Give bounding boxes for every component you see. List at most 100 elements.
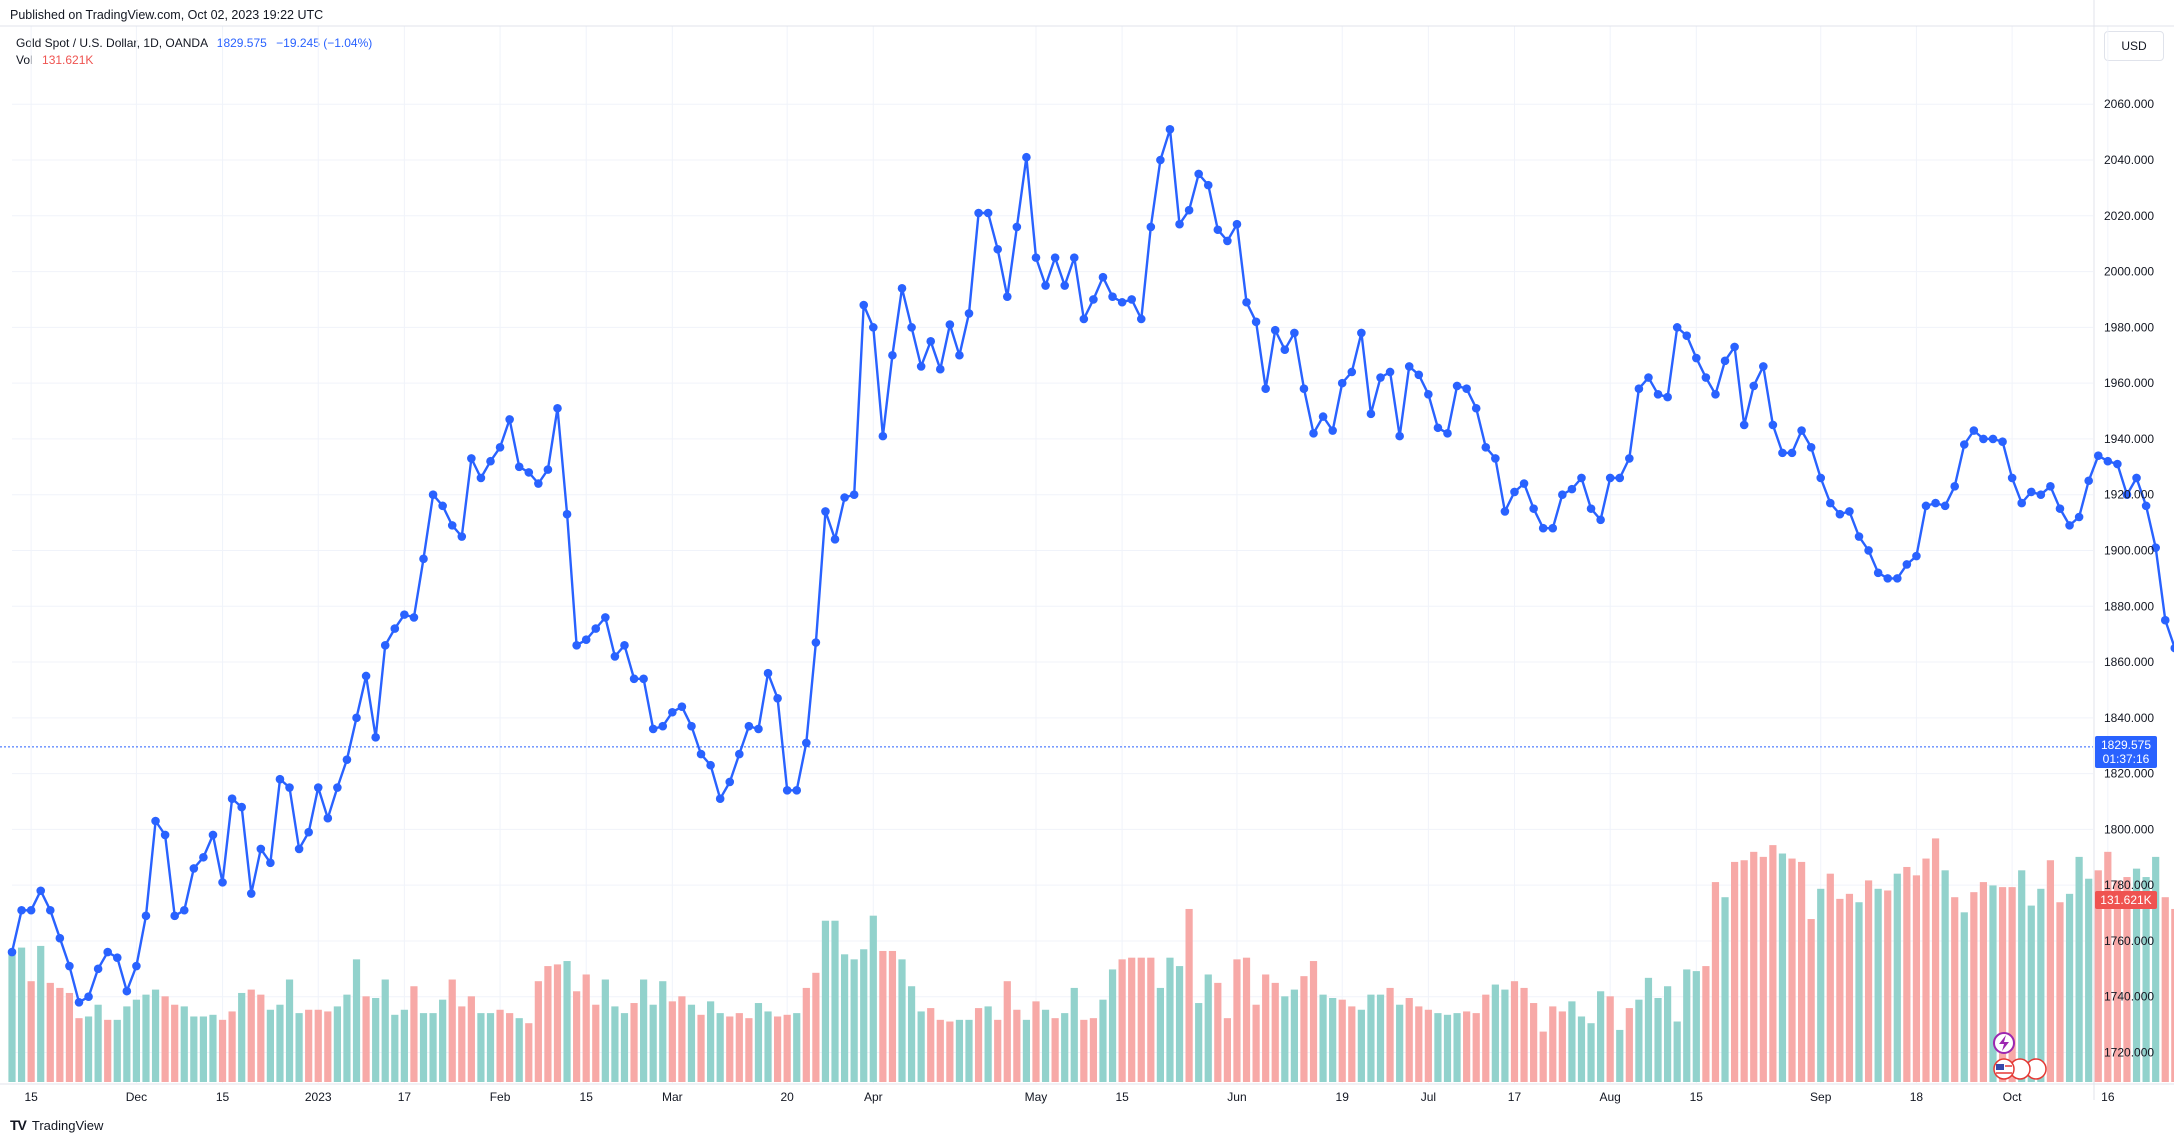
volume-bar [1769, 845, 1777, 1082]
price-point [438, 501, 447, 511]
footer-brand[interactable]: TradingView [31, 1117, 104, 1133]
price-point [170, 911, 179, 921]
volume-bar [1874, 888, 1882, 1082]
price-point [1940, 501, 1950, 511]
us-flag-icon[interactable] [1993, 1058, 2047, 1080]
grid [0, 0, 2174, 1100]
volume-bar [927, 1008, 935, 1082]
price-point [1692, 353, 1701, 363]
currency-button[interactable]: USD [2104, 31, 2164, 61]
price-point [1424, 389, 1433, 399]
price-point [706, 760, 715, 770]
time-axis-label: Jul [1421, 1090, 1436, 1104]
price-point [447, 521, 457, 530]
price-point [572, 641, 581, 650]
price-point [93, 964, 103, 974]
countdown-tag-value: 01:37:16 [2103, 752, 2150, 766]
price-point [1500, 507, 1510, 516]
volume-bar [850, 959, 858, 1082]
price-point [639, 674, 648, 684]
volume-bar [439, 999, 447, 1082]
volume-bar [1185, 908, 1193, 1082]
volume-bar [84, 1016, 93, 1082]
price-point [1950, 482, 1960, 491]
volume-bar [1979, 882, 1988, 1082]
price-point [1749, 381, 1759, 391]
volume-bar [429, 1013, 437, 1082]
price-axis-label: 1780.000 [2104, 878, 2154, 892]
price-point [1041, 281, 1050, 290]
price-axis-label: 1820.000 [2104, 767, 2154, 781]
volume-bar [1606, 996, 1614, 1082]
volume-bar [1530, 1003, 1538, 1082]
price-point [935, 364, 945, 374]
time-axis-label: 15 [580, 1090, 594, 1104]
price-point [256, 844, 266, 854]
lightning-icon[interactable] [1993, 1032, 2015, 1054]
price-point [1615, 473, 1625, 483]
volume-bars [8, 838, 2174, 1082]
price-line [10, 128, 2174, 1004]
price-point [763, 668, 773, 678]
price-point [1031, 253, 1041, 262]
volume-bar [869, 915, 877, 1082]
volume-bar [1070, 987, 1078, 1082]
volume-bar [27, 981, 35, 1082]
volume-bar [2142, 877, 2150, 1082]
volume-bar [1998, 887, 2007, 1082]
volume-bar [1711, 882, 1720, 1082]
price-point [1567, 484, 1577, 494]
price-point [1156, 155, 1165, 165]
volume-bar [228, 1011, 236, 1082]
volume-bar [1405, 998, 1413, 1082]
price-point [2151, 543, 2160, 552]
price-point [227, 794, 237, 804]
price-axis: 1720.000 1740.000 1760.000 1780.000 1800.000… [2104, 97, 2154, 1059]
volume-bar [8, 950, 16, 1082]
symbol-title[interactable]: Gold Spot / U.S. Dollar, 1D, OANDA [16, 36, 208, 50]
volume-bar [1970, 892, 1978, 1082]
price-point [1921, 501, 1931, 511]
volume-bar [1233, 959, 1241, 1082]
volume-bar [2085, 878, 2093, 1082]
price-point [1012, 222, 1022, 232]
price-point [323, 813, 333, 823]
volume-bar [678, 996, 686, 1082]
volume-bar [2171, 908, 2174, 1082]
time-axis-label: 18 [1910, 1090, 1924, 1104]
price-point [1337, 378, 1347, 388]
volume-bar [1309, 961, 1318, 1082]
price-axis-label: 1760.000 [2104, 934, 2154, 948]
price-point [1826, 498, 1835, 508]
price-point [2160, 615, 2170, 625]
price-point [1912, 551, 1921, 561]
time-axis-label: May [1025, 1090, 1048, 1104]
volume-bar [955, 1019, 964, 1082]
volume-bar [161, 996, 169, 1082]
volume-bar [907, 986, 916, 1082]
volume-bar [553, 964, 562, 1082]
time-axis-label: 17 [1508, 1090, 1522, 1104]
price-point [811, 638, 821, 647]
volume-legend-label[interactable]: Vol [16, 53, 33, 67]
volume-bar [1893, 873, 1901, 1082]
volume-bar [372, 998, 380, 1082]
volume-bar [400, 1009, 408, 1082]
price-point [1806, 442, 1816, 452]
price-point [505, 415, 514, 424]
price-point [1165, 125, 1175, 134]
price-point [352, 713, 361, 723]
price-point [1701, 373, 1711, 382]
price-point [1644, 373, 1653, 382]
price-point [1194, 169, 1203, 179]
price-point [1184, 205, 1194, 215]
volume-bar [573, 991, 581, 1082]
volume-bar [611, 1006, 619, 1082]
price-point [1127, 295, 1136, 304]
price-point [371, 733, 380, 742]
price-point [1481, 442, 1491, 452]
price-point [1759, 362, 1768, 371]
volume-bar [1778, 853, 1787, 1082]
price-point [2132, 473, 2141, 483]
